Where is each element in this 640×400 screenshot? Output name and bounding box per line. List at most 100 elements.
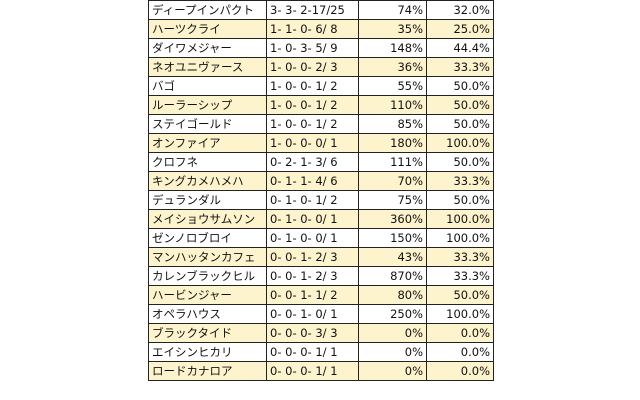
recovery-rate-cell: 70% xyxy=(358,171,427,191)
sire-name-cell: クロフネ xyxy=(148,152,267,172)
sire-name-cell: ハービンジャー xyxy=(148,285,267,305)
record-cell: 0- 1- 1- 4/ 6 xyxy=(266,171,359,191)
top3-rate-cell: 50.0% xyxy=(426,190,494,210)
recovery-rate-cell: 180% xyxy=(358,133,427,153)
recovery-rate-cell: 35% xyxy=(358,19,427,39)
record-cell: 3- 3- 2-17/25 xyxy=(266,0,359,20)
top3-rate-cell: 50.0% xyxy=(426,95,494,115)
top3-rate-cell: 50.0% xyxy=(426,285,494,305)
record-cell: 1- 0- 0- 2/ 3 xyxy=(266,57,359,77)
top3-rate-cell: 100.0% xyxy=(426,228,494,248)
sire-name-cell: メイショウサムソン xyxy=(148,209,267,229)
top3-rate-cell: 100.0% xyxy=(426,209,494,229)
recovery-rate-cell: 150% xyxy=(358,228,427,248)
table-row: デュランダル 0- 1- 0- 1/ 2 75% 50.0% xyxy=(148,190,494,210)
sire-name-cell: カレンブラックヒル xyxy=(148,266,267,286)
recovery-rate-cell: 360% xyxy=(358,209,427,229)
top3-rate-cell: 50.0% xyxy=(426,76,494,96)
record-cell: 1- 0- 0- 1/ 2 xyxy=(266,76,359,96)
sire-name-cell: ルーラーシップ xyxy=(148,95,267,115)
recovery-rate-cell: 0% xyxy=(358,361,427,381)
record-cell: 1- 0- 3- 5/ 9 xyxy=(266,38,359,58)
table-row: ダイワメジャー 1- 0- 3- 5/ 9 148% 44.4% xyxy=(148,38,494,58)
record-cell: 0- 0- 0- 3/ 3 xyxy=(266,323,359,343)
record-cell: 0- 0- 1- 2/ 3 xyxy=(266,266,359,286)
recovery-rate-cell: 75% xyxy=(358,190,427,210)
recovery-rate-cell: 36% xyxy=(358,57,427,77)
sire-name-cell: ブラックタイド xyxy=(148,323,267,343)
top3-rate-cell: 33.3% xyxy=(426,266,494,286)
record-cell: 1- 0- 0- 1/ 2 xyxy=(266,114,359,134)
record-cell: 0- 1- 0- 1/ 2 xyxy=(266,190,359,210)
recovery-rate-cell: 250% xyxy=(358,304,427,324)
sire-name-cell: ネオユニヴァース xyxy=(148,57,267,77)
sire-stats-table-container: ディープインパクト 3- 3- 2-17/25 74% 32.0% ハーツクライ… xyxy=(148,0,496,400)
table-row: カレンブラックヒル 0- 0- 1- 2/ 3 870% 33.3% xyxy=(148,266,494,286)
sire-name-cell: ハーツクライ xyxy=(148,19,267,39)
record-cell: 0- 0- 1- 1/ 2 xyxy=(266,285,359,305)
record-cell: 0- 0- 0- 1/ 1 xyxy=(266,342,359,362)
recovery-rate-cell: 43% xyxy=(358,247,427,267)
sire-name-cell: デュランダル xyxy=(148,190,267,210)
table-row: バゴ 1- 0- 0- 1/ 2 55% 50.0% xyxy=(148,76,494,96)
top3-rate-cell: 33.3% xyxy=(426,57,494,77)
record-cell: 0- 0- 1- 2/ 3 xyxy=(266,247,359,267)
top3-rate-cell: 25.0% xyxy=(426,19,494,39)
record-cell: 1- 0- 0- 0/ 1 xyxy=(266,133,359,153)
table-row: ブラックタイド 0- 0- 0- 3/ 3 0% 0.0% xyxy=(148,323,494,343)
record-cell: 0- 0- 1- 0/ 1 xyxy=(266,304,359,324)
top3-rate-cell: 50.0% xyxy=(426,152,494,172)
table-body: ディープインパクト 3- 3- 2-17/25 74% 32.0% ハーツクライ… xyxy=(148,0,494,381)
table-row: メイショウサムソン 0- 1- 0- 0/ 1 360% 100.0% xyxy=(148,209,494,229)
sire-name-cell: ロードカナロア xyxy=(148,361,267,381)
table-row: ネオユニヴァース 1- 0- 0- 2/ 3 36% 33.3% xyxy=(148,57,494,77)
table-row: ディープインパクト 3- 3- 2-17/25 74% 32.0% xyxy=(148,0,494,20)
sire-name-cell: ダイワメジャー xyxy=(148,38,267,58)
recovery-rate-cell: 55% xyxy=(358,76,427,96)
sire-name-cell: オペラハウス xyxy=(148,304,267,324)
table-row: キングカメハメハ 0- 1- 1- 4/ 6 70% 33.3% xyxy=(148,171,494,191)
recovery-rate-cell: 870% xyxy=(358,266,427,286)
top3-rate-cell: 44.4% xyxy=(426,38,494,58)
top3-rate-cell: 0.0% xyxy=(426,342,494,362)
recovery-rate-cell: 85% xyxy=(358,114,427,134)
record-cell: 0- 1- 0- 0/ 1 xyxy=(266,228,359,248)
record-cell: 0- 0- 0- 1/ 1 xyxy=(266,361,359,381)
recovery-rate-cell: 111% xyxy=(358,152,427,172)
sire-name-cell: オンファイア xyxy=(148,133,267,153)
top3-rate-cell: 0.0% xyxy=(426,361,494,381)
sire-name-cell: エイシンヒカリ xyxy=(148,342,267,362)
top3-rate-cell: 100.0% xyxy=(426,133,494,153)
table-row: ゼンノロブロイ 0- 1- 0- 0/ 1 150% 100.0% xyxy=(148,228,494,248)
top3-rate-cell: 50.0% xyxy=(426,114,494,134)
record-cell: 0- 2- 1- 3/ 6 xyxy=(266,152,359,172)
recovery-rate-cell: 80% xyxy=(358,285,427,305)
sire-name-cell: ディープインパクト xyxy=(148,0,267,20)
top3-rate-cell: 32.0% xyxy=(426,0,494,20)
table-row: オンファイア 1- 0- 0- 0/ 1 180% 100.0% xyxy=(148,133,494,153)
record-cell: 1- 0- 0- 1/ 2 xyxy=(266,95,359,115)
recovery-rate-cell: 148% xyxy=(358,38,427,58)
sire-name-cell: キングカメハメハ xyxy=(148,171,267,191)
table-row: ステイゴールド 1- 0- 0- 1/ 2 85% 50.0% xyxy=(148,114,494,134)
sire-name-cell: マンハッタンカフェ xyxy=(148,247,267,267)
top3-rate-cell: 0.0% xyxy=(426,323,494,343)
table-row: クロフネ 0- 2- 1- 3/ 6 111% 50.0% xyxy=(148,152,494,172)
recovery-rate-cell: 0% xyxy=(358,323,427,343)
recovery-rate-cell: 0% xyxy=(358,342,427,362)
table-row: ロードカナロア 0- 0- 0- 1/ 1 0% 0.0% xyxy=(148,361,494,381)
recovery-rate-cell: 74% xyxy=(358,0,427,20)
record-cell: 0- 1- 0- 0/ 1 xyxy=(266,209,359,229)
record-cell: 1- 1- 0- 6/ 8 xyxy=(266,19,359,39)
table-row: ハーツクライ 1- 1- 0- 6/ 8 35% 25.0% xyxy=(148,19,494,39)
table-row: マンハッタンカフェ 0- 0- 1- 2/ 3 43% 33.3% xyxy=(148,247,494,267)
table-row: オペラハウス 0- 0- 1- 0/ 1 250% 100.0% xyxy=(148,304,494,324)
table-row: エイシンヒカリ 0- 0- 0- 1/ 1 0% 0.0% xyxy=(148,342,494,362)
top3-rate-cell: 33.3% xyxy=(426,247,494,267)
sire-name-cell: ステイゴールド xyxy=(148,114,267,134)
sire-name-cell: バゴ xyxy=(148,76,267,96)
table-row: ハービンジャー 0- 0- 1- 1/ 2 80% 50.0% xyxy=(148,285,494,305)
sire-name-cell: ゼンノロブロイ xyxy=(148,228,267,248)
top3-rate-cell: 100.0% xyxy=(426,304,494,324)
table-row: ルーラーシップ 1- 0- 0- 1/ 2 110% 50.0% xyxy=(148,95,494,115)
